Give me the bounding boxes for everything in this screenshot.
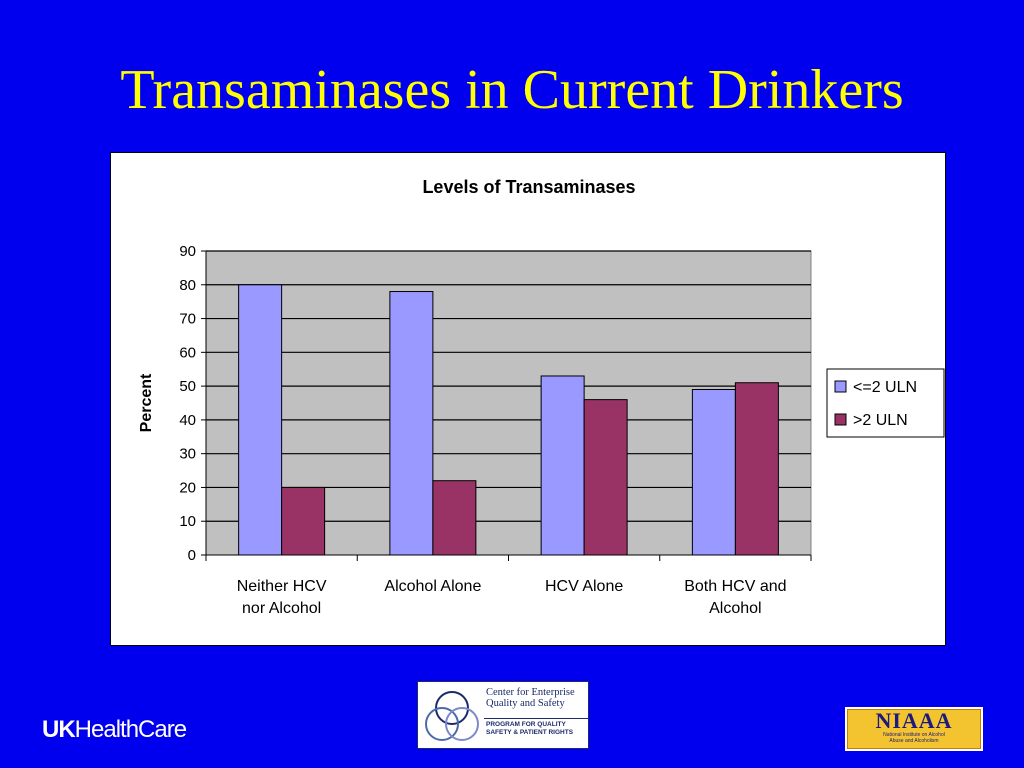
slide-title: Transaminases in Current Drinkers — [120, 59, 904, 121]
ceqs-name: Center for Enterprise Quality and Safety — [486, 687, 575, 709]
rings-icon — [425, 691, 479, 741]
x-category-label: HCV Alone — [545, 578, 623, 595]
uk-healthcare-logo: UKHealthCare — [42, 716, 187, 744]
chart-container: Levels of Transaminases 0 10 20 30 40 50 60 70 80… — [110, 152, 946, 646]
bar-gt2uln-1 — [432, 480, 477, 556]
uk-logo-text: HealthCare — [74, 716, 187, 743]
bar-gt2uln-2 — [583, 399, 628, 556]
legend-label-1: >2 ULN — [853, 412, 908, 429]
y-tick-label: 50 — [179, 378, 196, 395]
y-tick-label: 20 — [179, 479, 196, 496]
bar-chart: Levels of Transaminases 0 10 20 30 40 50 60 70 80… — [138, 177, 945, 617]
bar-gt2uln-0 — [281, 486, 326, 556]
x-category-label: Alcohol — [709, 600, 761, 617]
y-tick-label: 10 — [179, 513, 196, 530]
bar-le2uln-3 — [691, 388, 736, 556]
y-tick-label: 30 — [179, 446, 196, 463]
y-tick-label: 40 — [179, 412, 196, 429]
bar-gt2uln-3 — [734, 382, 779, 556]
niaaa-line1: National Institute on Alcohol — [883, 732, 945, 738]
legend-box — [826, 368, 945, 438]
uk-logo-mark: UK — [42, 716, 76, 743]
bar-le2uln-2 — [540, 375, 585, 556]
x-category-label: nor Alcohol — [242, 600, 321, 617]
y-tick-label: 60 — [179, 344, 196, 361]
legend-swatch-1 — [834, 413, 847, 426]
niaaa-line2: Abuse and Alcoholism — [889, 738, 939, 744]
y-tick-label: 80 — [179, 277, 196, 294]
y-tick-label: 70 — [179, 311, 196, 328]
niaaa-acronym: NIAAA — [875, 708, 953, 733]
x-category-label: Neither HCV — [237, 578, 327, 595]
ceqs-divider — [484, 718, 588, 719]
center-enterprise-quality-logo: Center for Enterprise Quality and Safety… — [417, 681, 589, 749]
y-axis-label: Percent — [138, 373, 155, 432]
legend-label-0: <=2 ULN — [853, 379, 917, 396]
niaaa-logo: NIAAA National Institute on Alcohol Abus… — [845, 707, 983, 751]
niaaa-badge: NIAAA National Institute on Alcohol Abus… — [847, 709, 981, 749]
bar-le2uln-0 — [238, 284, 283, 556]
x-category-label: Alcohol Alone — [384, 578, 481, 595]
ceqs-program: PROGRAM FOR QUALITY SAFETY & PATIENT RIG… — [486, 721, 574, 736]
bar-le2uln-1 — [389, 291, 434, 556]
chart-title: Levels of Transaminases — [422, 177, 635, 197]
x-category-label: Both HCV and — [684, 578, 786, 595]
y-tick-label: 0 — [188, 547, 196, 564]
legend-swatch-0 — [834, 380, 847, 393]
y-tick-label: 90 — [179, 243, 196, 260]
